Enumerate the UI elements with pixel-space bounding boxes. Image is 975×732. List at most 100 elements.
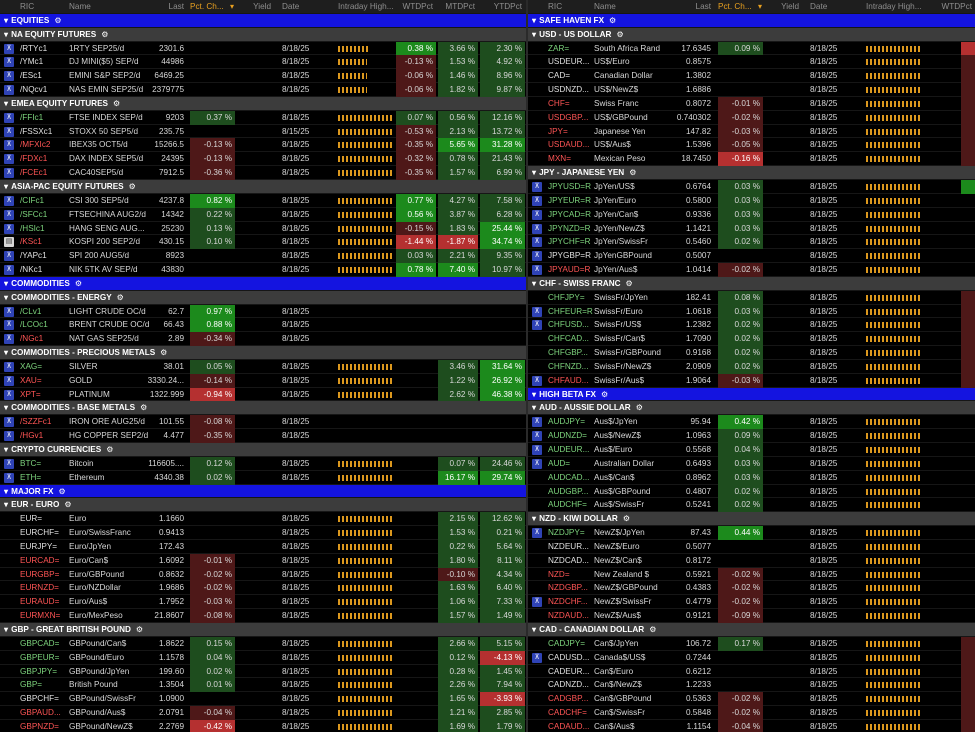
ric-code[interactable]: GBPEUR=: [20, 652, 60, 662]
quote-row[interactable]: NZDGBP... NewZ$/GBPound 0.4383 -0.02 % 8/18/…: [528, 581, 975, 596]
chart-icon[interactable]: ⊼: [532, 458, 542, 469]
group-title[interactable]: ▾ JPY - JAPANESE YEN ⚙: [532, 166, 932, 180]
gear-icon[interactable]: ⚙: [629, 168, 637, 178]
gear-icon[interactable]: ⚙: [622, 514, 631, 524]
column-header-ric[interactable]: RIC: [20, 2, 35, 11]
ric-code[interactable]: /NQcv1: [20, 85, 48, 95]
ric-code[interactable]: EUR=: [20, 514, 43, 524]
group-title[interactable]: ▾ COMMODITIES - PRECIOUS METALS ⚙: [4, 346, 404, 360]
quote-row[interactable]: ⊼ /LCOc1 BRENT CRUDE OC/d 66.43 0.88 % 8/18/2…: [0, 318, 526, 333]
gear-icon[interactable]: ⚙: [600, 389, 609, 399]
quote-row[interactable]: ⊼ NZDCHF... NewZ$/SwissFr 0.4779 -0.02 % 8/18…: [528, 595, 975, 610]
caret-down-icon[interactable]: ▾: [532, 624, 537, 634]
quote-row[interactable]: ⊼ CADUSD... Canada$/US$ 0.7244 8/18/25: [528, 650, 975, 665]
quote-row[interactable]: GBPJPY= GBPound/JpYen 199.60 0.02 % 8/18/25 0…: [0, 664, 526, 679]
ric-code[interactable]: CHFJPY=: [548, 292, 585, 302]
gear-icon[interactable]: ⚙: [106, 445, 114, 454]
ric-code[interactable]: CAD=: [548, 71, 571, 81]
quote-row[interactable]: CADGBP... Can$/GBPound 0.5363 -0.02 % 8/18/2…: [528, 692, 975, 707]
group-title[interactable]: ▾ USD - US DOLLAR ⚙: [532, 28, 932, 42]
ric-code[interactable]: JPYEUR=R: [548, 195, 591, 205]
ric-code[interactable]: /CLv1: [20, 306, 42, 316]
quote-row[interactable]: ⊼ JPYNZD=R JpYen/NewZ$ 1.1421 0.03 % 8/18/25: [528, 221, 975, 236]
column-header-last[interactable]: Last: [695, 2, 711, 11]
quote-row[interactable]: NZDCAD... NewZ$/Can$ 0.8172 8/18/25: [528, 554, 975, 568]
ric-code[interactable]: XAU=: [20, 375, 42, 385]
quote-row[interactable]: EURJPY= Euro/JpYen 172.43 8/18/25 0.22 % 5.64…: [0, 539, 526, 554]
chart-icon[interactable]: ⊼: [532, 417, 542, 428]
quote-row[interactable]: ⊼ AUDJPY= Aus$/JpYen 95.94 0.42 % 8/18/25: [528, 415, 975, 430]
section-title[interactable]: ▾ SAFE HAVEN FX ⚙: [532, 14, 932, 28]
quote-row[interactable]: GBPAUD... GBPound/Aus$ 2.0791 -0.04 % 8/18/2…: [0, 706, 526, 720]
quote-row[interactable]: ⊼ /RTYc1 1RTY SEP25/d 2301.6 8/18/25 0.38 % 3.…: [0, 41, 526, 56]
ric-code[interactable]: USDGBP...: [548, 112, 589, 122]
chart-icon[interactable]: ⊼: [4, 251, 14, 262]
ric-code[interactable]: JPYNZD=R: [548, 223, 591, 233]
gear-icon[interactable]: ⚙: [113, 98, 121, 108]
ric-code[interactable]: CHFCAD...: [548, 334, 589, 344]
quote-row[interactable]: JPY= Japanese Yen 147.82 -0.03 % 8/18/25: [528, 124, 975, 139]
gear-icon[interactable]: ⚙: [616, 29, 624, 39]
chart-icon[interactable]: ⊼: [532, 445, 542, 455]
ric-code[interactable]: /SFCc1: [20, 209, 48, 219]
gear-icon[interactable]: ⚙: [160, 348, 168, 358]
ric-code[interactable]: AUDCAD...: [548, 472, 590, 482]
ric-code[interactable]: AUDGBP...: [548, 486, 589, 496]
ric-code[interactable]: NZD=: [548, 569, 570, 579]
ric-code[interactable]: CHFGBP...: [548, 348, 588, 358]
quote-row[interactable]: ⊼ NZDJPY= NewZ$/JpYen 87.43 0.44 % 8/18/25: [528, 526, 975, 540]
ric-code[interactable]: USDAUD...: [548, 140, 590, 150]
quote-row[interactable]: ⊼ /ESc1 EMINI S&P SEP2/d 6469.25 8/18/25 -0.0…: [0, 69, 526, 84]
gear-icon[interactable]: ⚙: [101, 29, 109, 39]
quote-row[interactable]: MXN= Mexican Peso 18.7450 -0.16 % 8/18/25: [528, 152, 975, 167]
ric-code[interactable]: JPY=: [548, 126, 568, 136]
ric-code[interactable]: /NGc1: [20, 334, 44, 344]
chart-icon[interactable]: ⊼: [532, 306, 542, 317]
gear-icon[interactable]: ⚙: [116, 292, 124, 302]
quote-row[interactable]: CAD= Canadian Dollar 1.3802 8/18/25: [528, 69, 975, 84]
ric-code[interactable]: NZDCAD...: [548, 555, 589, 565]
chart-icon[interactable]: ⊼: [532, 320, 542, 331]
quote-row[interactable]: ⊼ JPYUSD=R JpYen/US$ 0.6764 0.03 % 8/18/25: [528, 179, 975, 194]
caret-down-icon[interactable]: ▾: [4, 403, 9, 413]
column-header-ric[interactable]: RIC: [548, 2, 563, 11]
chart-icon[interactable]: ⊼: [532, 251, 542, 262]
quote-row[interactable]: NZD= New Zealand $ 0.5921 -0.02 % 8/18/25: [528, 567, 975, 582]
caret-down-icon[interactable]: ▾: [4, 500, 9, 510]
quote-row[interactable]: ⊼ /YAPc1 SPI 200 AUG5/d 8923 8/18/25 0.03 % 2.…: [0, 249, 526, 264]
ric-code[interactable]: /NKc1: [20, 265, 43, 275]
ric-code[interactable]: CHFEUR=R: [548, 306, 593, 316]
group-header[interactable]: ▾ COMMODITIES - PRECIOUS METALS ⚙: [0, 346, 526, 360]
chart-icon[interactable]: ⊼: [4, 209, 14, 220]
column-header-intraday[interactable]: Intraday High...: [338, 2, 394, 11]
caret-down-icon[interactable]: ▾: [4, 181, 9, 191]
column-header-wtd[interactable]: WTDPct: [941, 2, 972, 11]
quote-row[interactable]: ⊼ XAG= SILVER 38.01 0.05 % 8/18/25 3.46 % 31.64…: [0, 359, 526, 374]
group-header[interactable]: ▾ COMMODITIES - BASE METALS ⚙: [0, 401, 526, 416]
chart-icon[interactable]: ⊼: [532, 223, 542, 234]
sort-desc-icon[interactable]: ▾: [758, 2, 763, 11]
ric-code[interactable]: EURAUD=: [20, 597, 60, 607]
quote-row[interactable]: ⊼ JPYEUR=R JpYen/Euro 0.5800 0.03 % 8/18/25: [528, 193, 975, 208]
ric-code[interactable]: MXN=: [548, 154, 571, 164]
gear-icon[interactable]: ⚙: [135, 624, 144, 634]
group-header[interactable]: ▾ ASIA-PAC EQUITY FUTURES ⚙: [0, 179, 526, 194]
group-header[interactable]: ▾ GBP - GREAT BRITISH POUND ⚙: [0, 622, 526, 637]
quote-row[interactable]: GBPCAD= GBPound/Can$ 1.8622 0.15 % 8/18/25 2.…: [0, 636, 526, 651]
ric-code[interactable]: CADAUD...: [548, 721, 590, 731]
ric-code[interactable]: AUDNZD=: [548, 431, 587, 441]
quote-row[interactable]: GBPEUR= GBPound/Euro 1.1578 0.04 % 8/18/25 0.…: [0, 650, 526, 665]
group-title[interactable]: ▾ CAD - CANADIAN DOLLAR ⚙: [532, 623, 932, 637]
ric-code[interactable]: CADNZD...: [548, 680, 589, 690]
group-title[interactable]: ▾ GBP - GREAT BRITISH POUND ⚙: [4, 623, 404, 637]
chart-icon[interactable]: ⊼: [4, 112, 14, 123]
quote-row[interactable]: ⊼ CHFEUR=R SwissFr/Euro 1.0618 0.03 % 8/18/25: [528, 304, 975, 319]
quote-row[interactable]: CADCHF= Can$/SwissFr 0.5848 -0.02 % 8/18/25: [528, 706, 975, 720]
ric-code[interactable]: NZDEUR...: [548, 541, 589, 551]
ric-code[interactable]: XPT=: [20, 389, 41, 399]
ric-code[interactable]: JPYUSD=R: [548, 181, 591, 191]
chart-icon[interactable]: ⊼: [4, 57, 14, 68]
quote-row[interactable]: USDGBP... US$/GBPound 0.740302 -0.02 % 8/18/…: [528, 110, 975, 125]
caret-down-icon[interactable]: ▾: [4, 486, 9, 496]
column-header-pct[interactable]: Pct. Ch...: [718, 2, 752, 11]
